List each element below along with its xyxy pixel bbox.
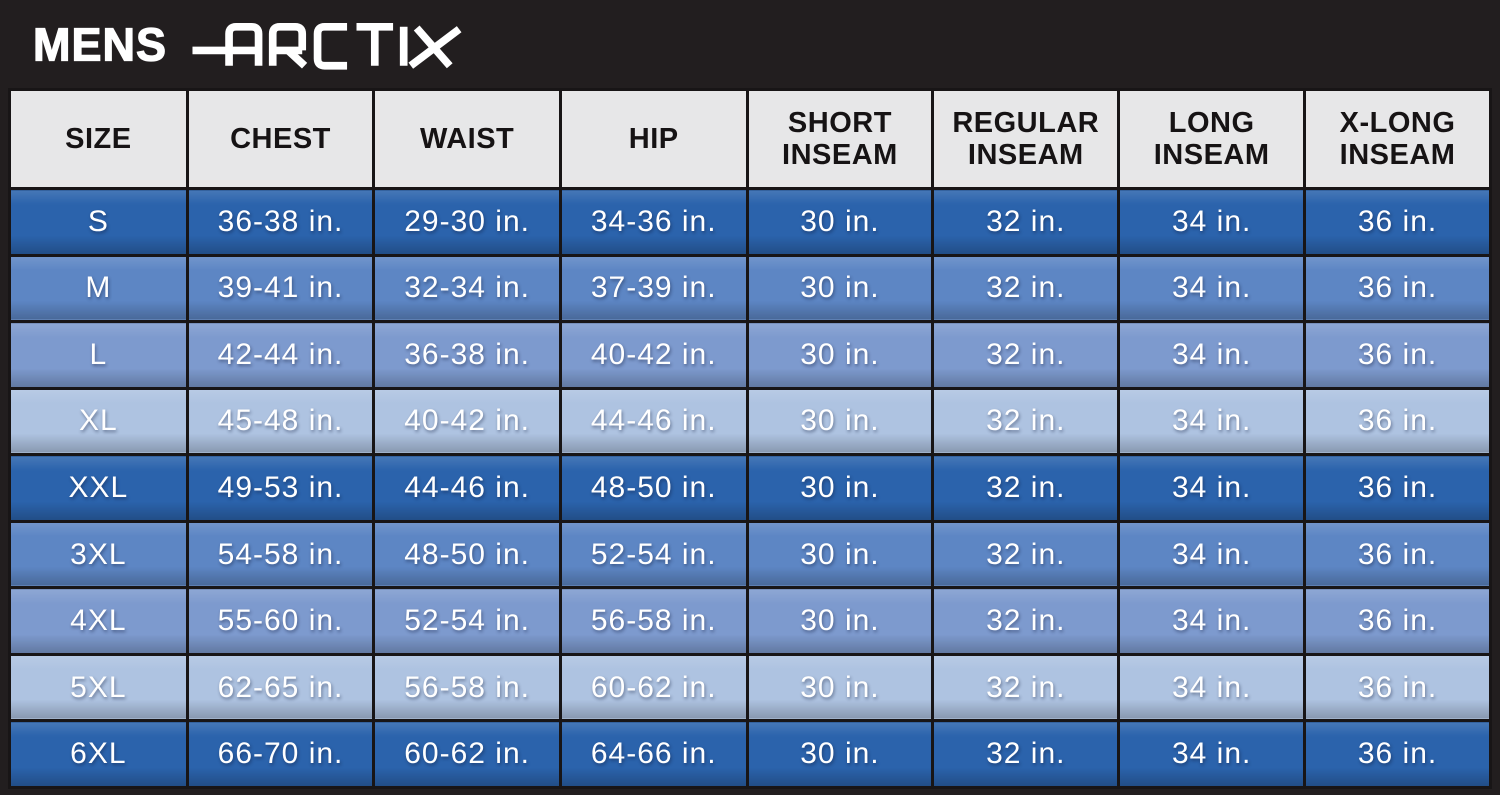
column-header-waist: WAIST bbox=[372, 88, 562, 190]
chest-cell: 39-41 in. bbox=[185, 253, 376, 324]
table-row-3xl: 3XL 54-58 in. 48-50 in. 52-54 in. 30 in. 32 i… bbox=[8, 519, 1492, 590]
long-inseam-cell: 34 in. bbox=[1117, 652, 1307, 723]
logo-band: MENS bbox=[0, 0, 1500, 88]
x-long-inseam-cell: 36 in. bbox=[1303, 652, 1492, 723]
long-inseam-cell: 34 in. bbox=[1117, 187, 1307, 257]
size-cell: S bbox=[8, 187, 189, 257]
chest-cell: 42-44 in. bbox=[185, 320, 376, 390]
hip-cell: 60-62 in. bbox=[558, 652, 749, 723]
chest-cell: 66-70 in. bbox=[185, 719, 376, 789]
long-inseam-cell: 34 in. bbox=[1117, 386, 1307, 457]
long-inseam-cell: 34 in. bbox=[1117, 719, 1307, 789]
short-inseam-cell: 30 in. bbox=[745, 320, 935, 390]
table-row-l: L 42-44 in. 36-38 in. 40-42 in. 30 in. 32 in.… bbox=[8, 320, 1492, 390]
column-header-chest: CHEST bbox=[185, 88, 376, 190]
waist-cell: 36-38 in. bbox=[372, 320, 562, 390]
chest-cell: 36-38 in. bbox=[185, 187, 376, 257]
gender-label: MENS bbox=[32, 17, 168, 71]
regular-inseam-cell: 32 in. bbox=[931, 519, 1121, 590]
header-row: SIZE CHEST WAIST HIP SHORT INSEAM REGULA… bbox=[8, 88, 1492, 190]
column-header-hip: HIP bbox=[558, 88, 749, 190]
x-long-inseam-cell: 36 in. bbox=[1303, 386, 1492, 457]
regular-inseam-cell: 32 in. bbox=[931, 453, 1121, 523]
arctix-logo-icon bbox=[192, 22, 462, 70]
table-row-4xl: 4XL 55-60 in. 52-54 in. 56-58 in. 30 in. 32 i… bbox=[8, 586, 1492, 656]
long-inseam-cell: 34 in. bbox=[1117, 320, 1307, 390]
regular-inseam-cell: 32 in. bbox=[931, 253, 1121, 324]
regular-inseam-cell: 32 in. bbox=[931, 187, 1121, 257]
hip-cell: 37-39 in. bbox=[558, 253, 749, 324]
column-header-size: SIZE bbox=[8, 88, 189, 190]
x-long-inseam-cell: 36 in. bbox=[1303, 586, 1492, 656]
waist-cell: 52-54 in. bbox=[372, 586, 562, 656]
long-inseam-cell: 34 in. bbox=[1117, 253, 1307, 324]
short-inseam-cell: 30 in. bbox=[745, 187, 935, 257]
hip-cell: 44-46 in. bbox=[558, 386, 749, 457]
size-cell: 4XL bbox=[8, 586, 189, 656]
hip-cell: 56-58 in. bbox=[558, 586, 749, 656]
chest-cell: 45-48 in. bbox=[185, 386, 376, 457]
x-long-inseam-cell: 36 in. bbox=[1303, 719, 1492, 789]
table-row-5xl: 5XL 62-65 in. 56-58 in. 60-62 in. 30 in. 32 i… bbox=[8, 652, 1492, 723]
waist-cell: 44-46 in. bbox=[372, 453, 562, 523]
short-inseam-cell: 30 in. bbox=[745, 652, 935, 723]
column-header-long-inseam: LONG INSEAM bbox=[1117, 88, 1307, 190]
waist-cell: 32-34 in. bbox=[372, 253, 562, 324]
size-cell: XXL bbox=[8, 453, 189, 523]
short-inseam-cell: 30 in. bbox=[745, 253, 935, 324]
x-long-inseam-cell: 36 in. bbox=[1303, 187, 1492, 257]
waist-cell: 60-62 in. bbox=[372, 719, 562, 789]
short-inseam-cell: 30 in. bbox=[745, 453, 935, 523]
regular-inseam-cell: 32 in. bbox=[931, 586, 1121, 656]
x-long-inseam-cell: 36 in. bbox=[1303, 253, 1492, 324]
x-long-inseam-cell: 36 in. bbox=[1303, 320, 1492, 390]
size-cell: 5XL bbox=[8, 652, 189, 723]
regular-inseam-cell: 32 in. bbox=[931, 719, 1121, 789]
short-inseam-cell: 30 in. bbox=[745, 519, 935, 590]
regular-inseam-cell: 32 in. bbox=[931, 320, 1121, 390]
table-row-m: M 39-41 in. 32-34 in. 37-39 in. 30 in. 32 in.… bbox=[8, 253, 1492, 324]
chest-cell: 54-58 in. bbox=[185, 519, 376, 590]
size-table-container: SIZE CHEST WAIST HIP SHORT INSEAM REGULA… bbox=[8, 88, 1492, 789]
size-cell: XL bbox=[8, 386, 189, 457]
x-long-inseam-cell: 36 in. bbox=[1303, 453, 1492, 523]
regular-inseam-cell: 32 in. bbox=[931, 386, 1121, 457]
table-row-s: S 36-38 in. 29-30 in. 34-36 in. 30 in. 32 in.… bbox=[8, 187, 1492, 257]
hip-cell: 64-66 in. bbox=[558, 719, 749, 789]
size-cell: M bbox=[8, 253, 189, 324]
long-inseam-cell: 34 in. bbox=[1117, 586, 1307, 656]
hip-cell: 52-54 in. bbox=[558, 519, 749, 590]
table-row-6xl: 6XL 66-70 in. 60-62 in. 64-66 in. 30 in. 32 i… bbox=[8, 719, 1492, 789]
chest-cell: 55-60 in. bbox=[185, 586, 376, 656]
size-table-body: S 36-38 in. 29-30 in. 34-36 in. 30 in. 32 in.… bbox=[8, 187, 1492, 789]
table-row-xxl: XXL 49-53 in. 44-46 in. 48-50 in. 30 in. 32 i… bbox=[8, 453, 1492, 523]
waist-cell: 29-30 in. bbox=[372, 187, 562, 257]
regular-inseam-cell: 32 in. bbox=[931, 652, 1121, 723]
column-header-short-inseam: SHORT INSEAM bbox=[745, 88, 935, 190]
waist-cell: 56-58 in. bbox=[372, 652, 562, 723]
column-header-x-long-inseam: X-LONG INSEAM bbox=[1303, 88, 1492, 190]
hip-cell: 34-36 in. bbox=[558, 187, 749, 257]
short-inseam-cell: 30 in. bbox=[745, 386, 935, 457]
long-inseam-cell: 34 in. bbox=[1117, 453, 1307, 523]
table-row-xl: XL 45-48 in. 40-42 in. 44-46 in. 30 in. 32 in… bbox=[8, 386, 1492, 457]
short-inseam-cell: 30 in. bbox=[745, 586, 935, 656]
size-cell: L bbox=[8, 320, 189, 390]
long-inseam-cell: 34 in. bbox=[1117, 519, 1307, 590]
waist-cell: 48-50 in. bbox=[372, 519, 562, 590]
x-long-inseam-cell: 36 in. bbox=[1303, 519, 1492, 590]
size-table: SIZE CHEST WAIST HIP SHORT INSEAM REGULA… bbox=[8, 88, 1492, 789]
size-table-header: SIZE CHEST WAIST HIP SHORT INSEAM REGULA… bbox=[8, 88, 1492, 190]
size-cell: 3XL bbox=[8, 519, 189, 590]
hip-cell: 48-50 in. bbox=[558, 453, 749, 523]
hip-cell: 40-42 in. bbox=[558, 320, 749, 390]
short-inseam-cell: 30 in. bbox=[745, 719, 935, 789]
column-header-regular-inseam: REGULAR INSEAM bbox=[931, 88, 1121, 190]
chest-cell: 49-53 in. bbox=[185, 453, 376, 523]
chest-cell: 62-65 in. bbox=[185, 652, 376, 723]
size-cell: 6XL bbox=[8, 719, 189, 789]
waist-cell: 40-42 in. bbox=[372, 386, 562, 457]
